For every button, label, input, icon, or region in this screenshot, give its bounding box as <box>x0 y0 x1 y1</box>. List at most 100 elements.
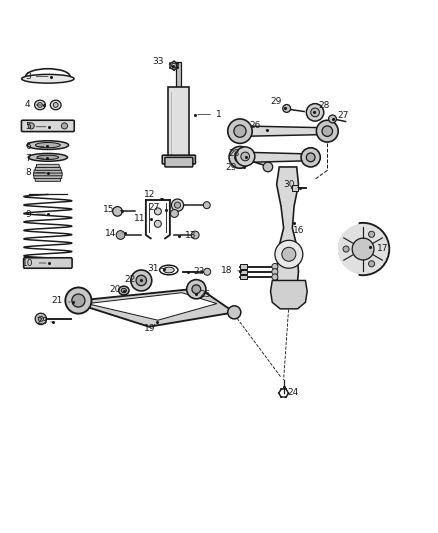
Text: 23: 23 <box>187 267 205 276</box>
Text: 12: 12 <box>144 190 162 199</box>
Ellipse shape <box>21 75 74 83</box>
Circle shape <box>368 231 374 237</box>
Polygon shape <box>271 280 307 309</box>
Ellipse shape <box>35 100 46 110</box>
Text: 22: 22 <box>124 275 141 284</box>
Circle shape <box>272 269 278 275</box>
Circle shape <box>172 63 177 68</box>
Circle shape <box>28 123 34 129</box>
FancyBboxPatch shape <box>165 157 193 167</box>
Text: 15: 15 <box>103 205 122 214</box>
Text: 28: 28 <box>314 101 329 112</box>
Circle shape <box>154 220 161 227</box>
Circle shape <box>65 287 92 313</box>
Text: 21: 21 <box>52 296 70 305</box>
Text: 17: 17 <box>370 244 389 253</box>
Circle shape <box>131 270 152 291</box>
Circle shape <box>272 263 278 270</box>
Circle shape <box>263 162 273 172</box>
Text: 20: 20 <box>110 285 124 294</box>
Circle shape <box>272 274 278 280</box>
Text: 9: 9 <box>25 209 45 219</box>
Text: 33: 33 <box>152 57 170 66</box>
Text: 5: 5 <box>25 122 46 131</box>
FancyBboxPatch shape <box>36 164 59 167</box>
Circle shape <box>113 207 122 216</box>
Circle shape <box>228 119 252 143</box>
Circle shape <box>328 115 336 123</box>
Text: 30: 30 <box>283 180 300 189</box>
Bar <box>292 185 297 190</box>
Ellipse shape <box>163 267 174 273</box>
Text: 28: 28 <box>229 149 246 158</box>
Circle shape <box>229 147 251 168</box>
Text: 8: 8 <box>25 168 45 177</box>
Text: 26: 26 <box>249 122 267 131</box>
Bar <box>240 264 247 269</box>
Bar <box>240 270 247 274</box>
Text: 23: 23 <box>36 318 53 326</box>
Circle shape <box>61 123 67 129</box>
Circle shape <box>170 209 178 217</box>
Circle shape <box>116 231 125 239</box>
FancyBboxPatch shape <box>33 173 62 176</box>
Circle shape <box>283 104 290 112</box>
Text: 25: 25 <box>196 289 210 298</box>
Circle shape <box>72 294 85 307</box>
Circle shape <box>301 148 320 167</box>
Polygon shape <box>70 288 234 327</box>
Text: 7: 7 <box>25 154 44 163</box>
Ellipse shape <box>38 102 42 107</box>
Circle shape <box>311 108 319 117</box>
Ellipse shape <box>35 142 60 148</box>
Text: 11: 11 <box>134 214 151 223</box>
Polygon shape <box>277 167 298 305</box>
Bar <box>176 62 181 87</box>
FancyBboxPatch shape <box>34 175 62 179</box>
Text: 24: 24 <box>284 386 299 397</box>
Circle shape <box>154 208 161 215</box>
Bar <box>168 87 189 159</box>
Circle shape <box>235 152 245 163</box>
FancyBboxPatch shape <box>35 167 60 171</box>
FancyBboxPatch shape <box>21 120 74 132</box>
Circle shape <box>343 246 349 252</box>
Circle shape <box>171 199 184 211</box>
Polygon shape <box>240 126 327 136</box>
Circle shape <box>282 247 296 261</box>
Text: 13: 13 <box>179 231 196 240</box>
Text: 3: 3 <box>25 72 48 81</box>
Circle shape <box>204 268 211 275</box>
Ellipse shape <box>119 286 129 295</box>
Circle shape <box>192 285 201 294</box>
Polygon shape <box>240 152 311 163</box>
FancyBboxPatch shape <box>162 155 195 164</box>
Text: 1: 1 <box>198 110 222 119</box>
Circle shape <box>174 202 180 208</box>
Circle shape <box>275 240 303 268</box>
Circle shape <box>136 275 147 286</box>
Text: 31: 31 <box>147 264 163 273</box>
Text: 29: 29 <box>270 97 286 108</box>
Circle shape <box>203 201 210 208</box>
Circle shape <box>368 261 374 267</box>
Circle shape <box>234 125 246 138</box>
Circle shape <box>306 103 324 121</box>
Text: 19: 19 <box>144 324 156 333</box>
FancyBboxPatch shape <box>34 170 62 173</box>
Text: 4: 4 <box>25 100 42 109</box>
Circle shape <box>337 223 389 275</box>
Text: 27: 27 <box>148 203 166 212</box>
Circle shape <box>306 153 315 161</box>
Circle shape <box>228 306 241 319</box>
FancyBboxPatch shape <box>35 178 60 181</box>
Text: 10: 10 <box>22 259 46 268</box>
FancyBboxPatch shape <box>24 258 72 268</box>
Polygon shape <box>87 293 217 320</box>
Text: 16: 16 <box>293 223 304 235</box>
Circle shape <box>35 313 46 325</box>
Circle shape <box>241 152 250 161</box>
Ellipse shape <box>121 288 127 293</box>
Text: 14: 14 <box>105 229 122 238</box>
Bar <box>240 275 247 279</box>
